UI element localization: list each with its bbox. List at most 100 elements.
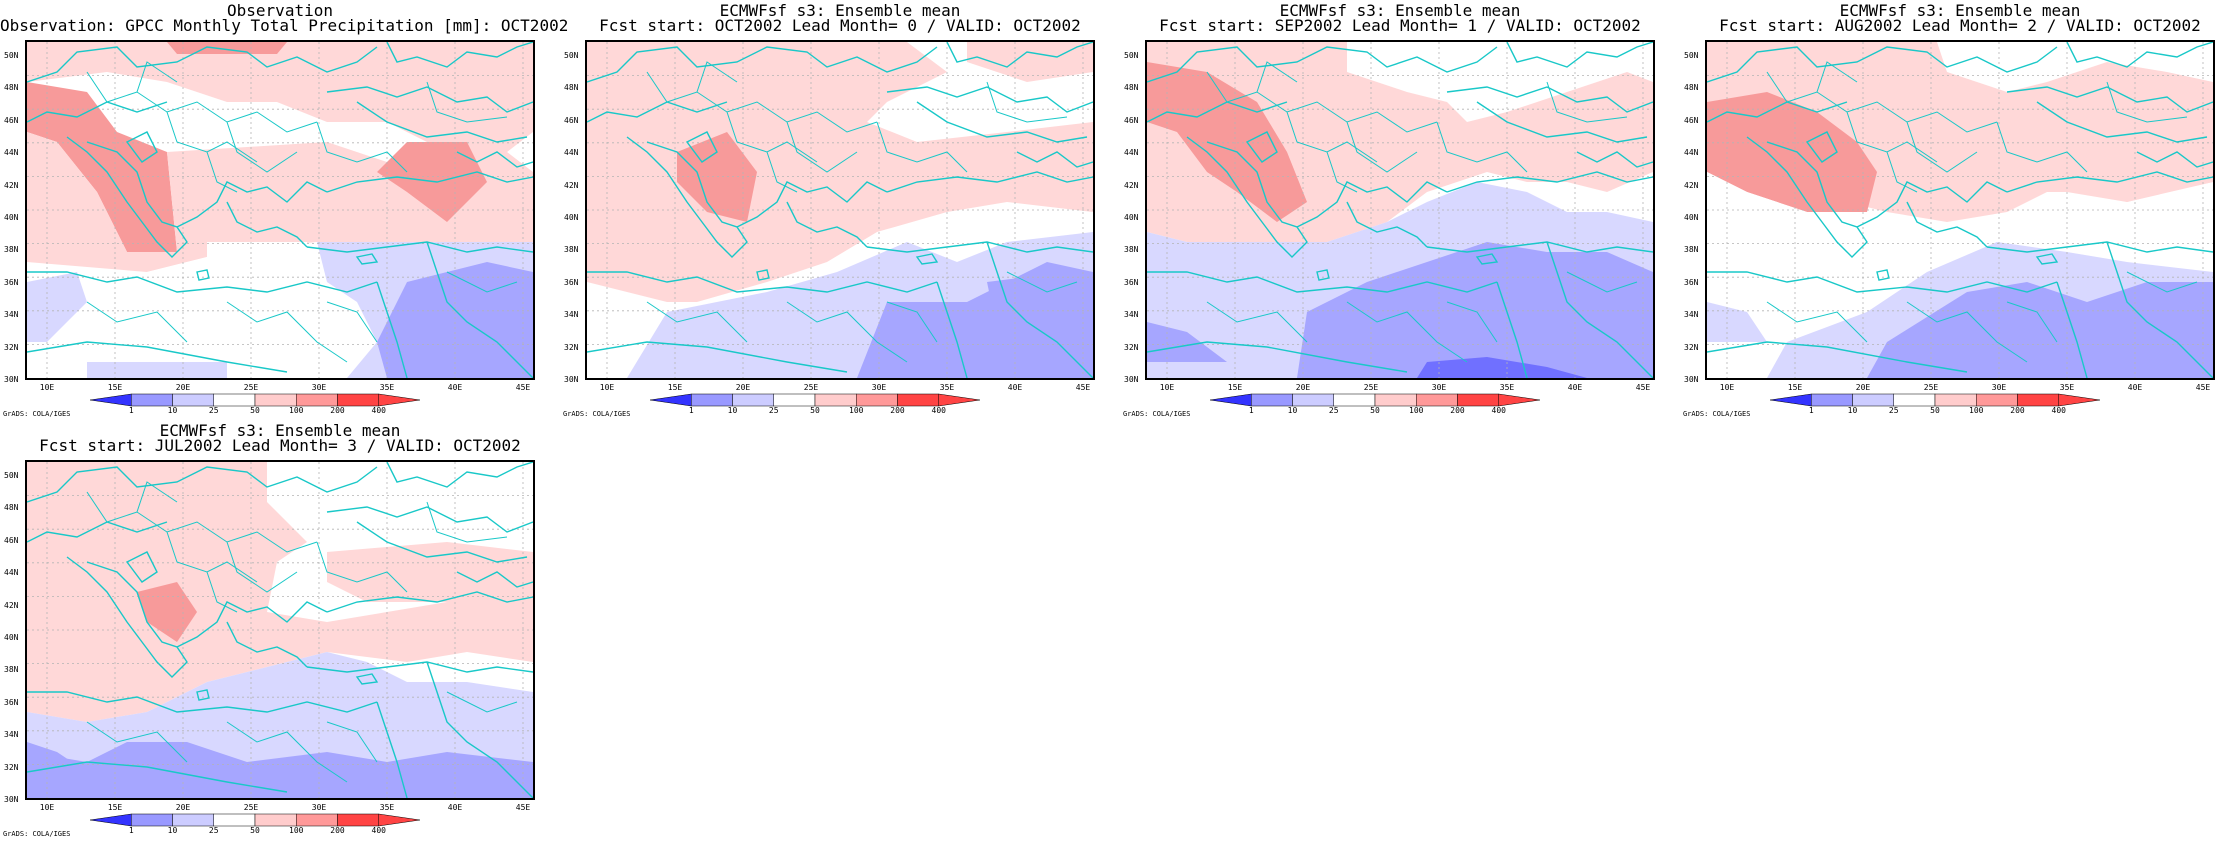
lon-tick-label: 35E [2059, 383, 2075, 392]
lon-tick-label: 40E [2127, 383, 2143, 392]
coastline [1147, 46, 1498, 83]
colorbar-level-label: 200 [1450, 406, 1465, 415]
coastline [1446, 171, 1653, 193]
country-border [446, 691, 518, 713]
lat-tick-label: 36N [564, 277, 579, 287]
panel-title: ECMWFsf s3: Ensemble mean [1279, 1, 1521, 20]
country-border [646, 301, 748, 343]
grads-credit: GrADS: COLA/IGES [1123, 410, 1191, 418]
country-border [876, 121, 968, 173]
coastline [125, 551, 158, 583]
lat-tick-label: 34N [4, 730, 19, 740]
precip-shade [967, 42, 1093, 82]
country-border [1436, 121, 1528, 173]
lat-tick-label: 50N [4, 51, 19, 60]
lat-tick-label: 32N [564, 342, 579, 352]
lon-tick-label: 35E [379, 803, 395, 812]
country-border [136, 61, 178, 93]
colorbar-level-label: 1 [1248, 406, 1254, 415]
lon-tick-label: 25E [243, 803, 259, 812]
lat-tick-label: 42N [564, 180, 579, 190]
coastline [376, 281, 408, 378]
colorbar-level-label: 400 [371, 406, 386, 415]
coastline [1707, 341, 1968, 373]
coastline [587, 46, 938, 83]
colorbar-arrow-right [378, 813, 420, 827]
colorbar-level-label: 100 [289, 406, 304, 415]
lat-tick-label: 30N [4, 795, 19, 804]
colorbar-swatch [131, 393, 173, 407]
lon-tick-label: 30E [311, 803, 327, 812]
precip-shade [27, 742, 533, 798]
country-border [86, 71, 318, 133]
colorbar-swatch [1457, 393, 1499, 407]
colorbar-level-label: 200 [330, 406, 345, 415]
coastline [936, 281, 968, 378]
colorbar-swatch [131, 813, 173, 827]
lon-tick-label: 45E [515, 383, 531, 392]
country-border [1906, 121, 1978, 173]
map-svg [27, 462, 533, 798]
lon-tick-label: 30E [311, 383, 327, 392]
coastline [356, 521, 528, 563]
colorbar-level-label: 400 [1491, 406, 1506, 415]
lat-tick-label: 38N [1124, 245, 1139, 255]
colorbar-swatch [1251, 393, 1293, 407]
precip-shade [1417, 357, 1587, 378]
coastline [886, 171, 1093, 193]
colorbar-swatch [691, 393, 733, 407]
colorbar-level-label: 100 [849, 406, 864, 415]
lat-tick-label: 34N [1684, 310, 1699, 320]
coastline [1245, 131, 1278, 163]
coastline [27, 691, 378, 713]
lon-tick-label: 20E [175, 803, 191, 812]
country-border [766, 151, 798, 193]
lat-tick-label: 44N [1124, 148, 1139, 158]
country-border [2006, 301, 2058, 343]
lat-tick-label: 42N [4, 180, 19, 190]
lat-tick-label: 40N [4, 213, 19, 222]
coastline [176, 181, 328, 228]
coastline [2066, 42, 2213, 68]
country-border [1446, 301, 1498, 343]
panel-subtitle: Fcst start: OCT2002 Lead Month= 0 / VALI… [599, 16, 1081, 35]
coastline [1576, 151, 1653, 168]
colorbar-arrow-left [1770, 393, 1812, 407]
coastline [326, 506, 533, 533]
coastline [1856, 181, 2008, 228]
lon-tick-label: 15E [107, 383, 123, 392]
lat-tick-label: 38N [1684, 245, 1699, 255]
colorbar-swatch [1333, 393, 1376, 407]
colorbar-swatch [1416, 393, 1458, 407]
coastline [1546, 241, 1653, 378]
lat-tick-label: 36N [1124, 277, 1139, 287]
coastline [66, 136, 188, 258]
coastline [1346, 201, 1428, 248]
colorbar-swatch [1976, 393, 2018, 407]
lat-tick-label: 44N [4, 148, 19, 158]
country-border [426, 81, 508, 123]
country-border [1906, 301, 2028, 363]
coastline [1876, 269, 1890, 281]
colorbar-swatch [1374, 393, 1417, 407]
country-border [1326, 151, 1358, 193]
country-border [1996, 121, 2088, 173]
colorbar-level-label: 50 [1930, 406, 1940, 415]
map-svg [27, 42, 533, 378]
lon-tick-label: 25E [1363, 383, 1379, 392]
colorbar-swatch [213, 393, 256, 407]
country-border [1816, 61, 1858, 93]
colorbar-swatch [856, 393, 898, 407]
country-border [1346, 301, 1468, 363]
country-border [86, 301, 188, 343]
precip-shade [1707, 302, 1767, 342]
coastline [2006, 171, 2213, 193]
coastline [1147, 101, 1288, 123]
country-border [1546, 81, 1628, 123]
panel-title: ECMWFsf s3: Ensemble mean [1839, 1, 2081, 20]
colorbar-level-label: 1 [128, 406, 134, 415]
lon-tick-label: 15E [1227, 383, 1243, 392]
country-border [326, 721, 378, 763]
lat-tick-label: 30N [1124, 375, 1139, 384]
precip-shade [27, 42, 533, 152]
